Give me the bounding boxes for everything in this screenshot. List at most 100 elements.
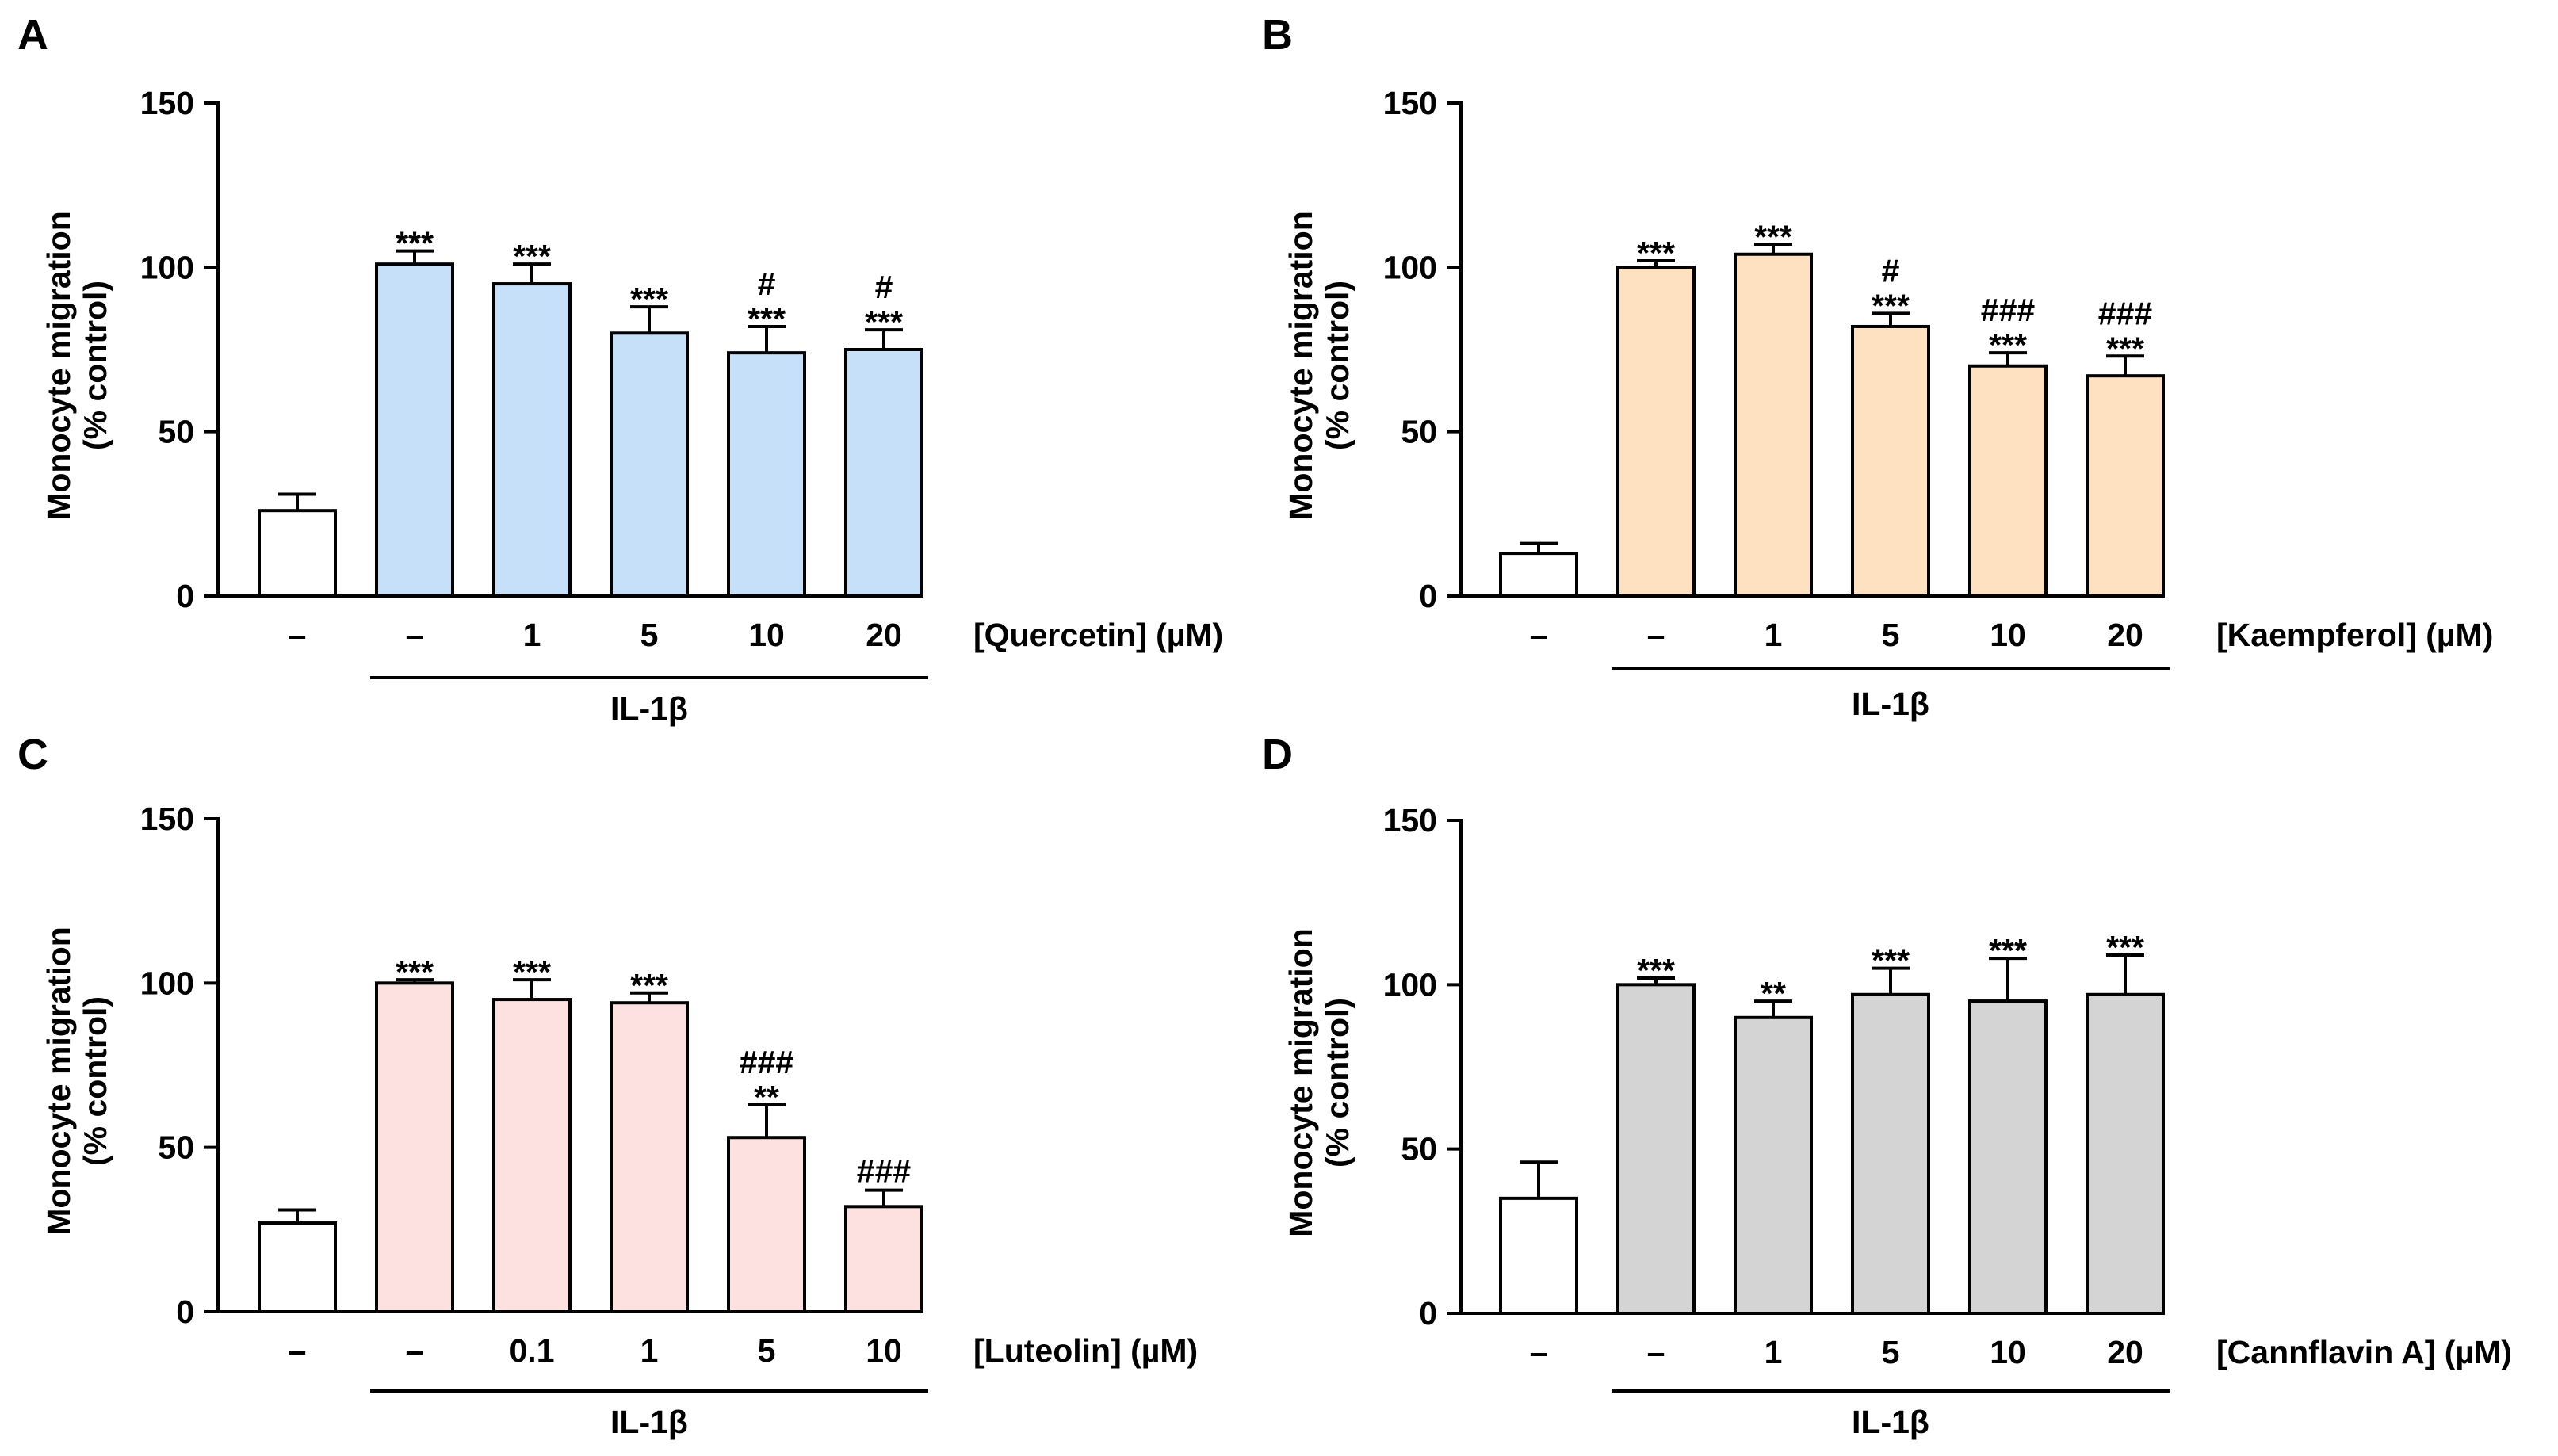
significance-label: ** <box>754 1079 779 1115</box>
x-category-label: 5 <box>758 1332 776 1369</box>
x-category-label: 5 <box>1882 1334 1900 1370</box>
x-category-label: 20 <box>866 617 902 653</box>
significance-label: *** <box>1872 942 1910 979</box>
y-tick-label: 0 <box>176 578 194 614</box>
panel-c: C 0 50 100 150 Monocyte migration(% control) –… <box>17 731 1198 1440</box>
significance-label: *** <box>1754 218 1792 254</box>
y-tick-label: 150 <box>1383 85 1437 121</box>
bar <box>1734 1015 1813 1316</box>
y-tick-label: 150 <box>140 85 194 121</box>
x-category-label: 1 <box>640 1332 659 1369</box>
x-category-label: – <box>289 1332 307 1369</box>
y-axis-title-line: Monocyte migration <box>1283 211 1319 520</box>
bar <box>1616 983 1696 1316</box>
x-axis-title: [Luteolin] (µM) <box>973 1332 1198 1369</box>
bar <box>2086 374 2165 598</box>
x-category-label: 5 <box>1882 617 1900 653</box>
y-axis-title-line: (% control) <box>77 996 113 1166</box>
y-axis-title-line: Monocyte migration <box>1283 928 1319 1237</box>
x-category-label: 20 <box>2107 617 2143 653</box>
panel-a: A 0 50 100 150 Monocyte migration(% control) –… <box>17 11 1223 727</box>
bar <box>375 981 454 1314</box>
bar <box>1968 999 2048 1315</box>
x-category-label: 10 <box>1990 1334 2026 1370</box>
significance-label: *** <box>630 967 668 1003</box>
panel-letter: A <box>17 11 48 59</box>
bar <box>844 1205 923 1313</box>
y-tick-label: 0 <box>1419 578 1437 614</box>
panel-d: D 0 50 100 150 Monocyte migration(% control) –… <box>1262 731 2512 1440</box>
significance-label: *** <box>1637 952 1675 988</box>
y-tick-label: 0 <box>176 1294 194 1330</box>
y-tick-label: 0 <box>1419 1295 1437 1332</box>
x-category-label: – <box>1530 1334 1548 1370</box>
x-category-label: 10 <box>866 1332 902 1369</box>
significance-label: # <box>875 269 893 305</box>
significance-label: ### <box>740 1044 794 1080</box>
bar <box>610 1001 689 1314</box>
bar <box>1734 252 1813 598</box>
significance-label: ### <box>1981 292 2036 328</box>
bar <box>492 998 572 1313</box>
x-category-label: 1 <box>523 617 541 653</box>
y-axis-title: Monocyte migration(% control) <box>40 211 113 520</box>
x-category-label: – <box>406 617 424 653</box>
bar <box>375 262 454 598</box>
significance-label: *** <box>1989 327 2027 363</box>
y-tick-label: 50 <box>1401 414 1437 450</box>
significance-label: *** <box>396 225 434 262</box>
significance-label: *** <box>2106 929 2144 965</box>
bar <box>1499 552 1578 598</box>
significance-label: *** <box>748 300 786 337</box>
bar <box>258 509 337 598</box>
bar <box>844 348 923 598</box>
significance-label: *** <box>513 953 551 990</box>
bar <box>2086 992 2165 1315</box>
bar <box>492 282 572 598</box>
significance-label: *** <box>1637 235 1675 271</box>
x-category-label: 10 <box>1990 617 2026 653</box>
bar <box>610 331 689 598</box>
x-category-label: – <box>1530 617 1548 653</box>
x-category-label: 1 <box>1765 1334 1783 1370</box>
y-axis-title-line: (% control) <box>77 281 113 450</box>
y-tick-label: 100 <box>1383 966 1437 1003</box>
x-category-label: 5 <box>640 617 659 653</box>
significance-label: # <box>1882 252 1900 289</box>
significance-label: ** <box>1761 975 1786 1011</box>
bar <box>1968 364 2048 598</box>
y-tick-label: 100 <box>1383 249 1437 285</box>
x-category-label: 20 <box>2107 1334 2143 1370</box>
group-label: IL-1β <box>1852 686 1929 722</box>
y-axis-title-line: (% control) <box>1319 281 1355 450</box>
panel-letter: C <box>17 731 48 778</box>
group-label: IL-1β <box>1852 1404 1929 1440</box>
x-category-label: – <box>1647 1334 1665 1370</box>
y-tick-label: 50 <box>158 1129 194 1166</box>
y-tick-label: 100 <box>140 249 194 285</box>
group-label: IL-1β <box>610 1404 688 1440</box>
significance-label: # <box>758 266 776 302</box>
y-axis-title-line: Monocyte migration <box>40 927 77 1236</box>
x-axis-title: [Quercetin] (µM) <box>973 617 1223 653</box>
significance-label: *** <box>1872 287 1910 323</box>
x-category-label: 10 <box>748 617 785 653</box>
panel-letter: D <box>1262 731 1293 778</box>
y-axis-title: Monocyte migration(% control) <box>40 927 113 1236</box>
x-category-label: 1 <box>1765 617 1783 653</box>
significance-label: *** <box>865 304 903 340</box>
significance-label: *** <box>1989 932 2027 969</box>
x-axis-title: [Kaempferol] (µM) <box>2216 617 2493 653</box>
x-category-label: – <box>289 617 307 653</box>
group-label: IL-1β <box>610 690 688 727</box>
y-axis-title-line: (% control) <box>1319 998 1355 1167</box>
y-tick-label: 50 <box>1401 1131 1437 1167</box>
significance-label: *** <box>630 281 668 317</box>
y-tick-label: 150 <box>1383 802 1437 839</box>
significance-label: *** <box>513 238 551 274</box>
panel-letter: B <box>1262 11 1293 59</box>
significance-label: *** <box>2106 330 2144 366</box>
significance-label: *** <box>396 953 434 990</box>
bar <box>1851 992 1930 1315</box>
